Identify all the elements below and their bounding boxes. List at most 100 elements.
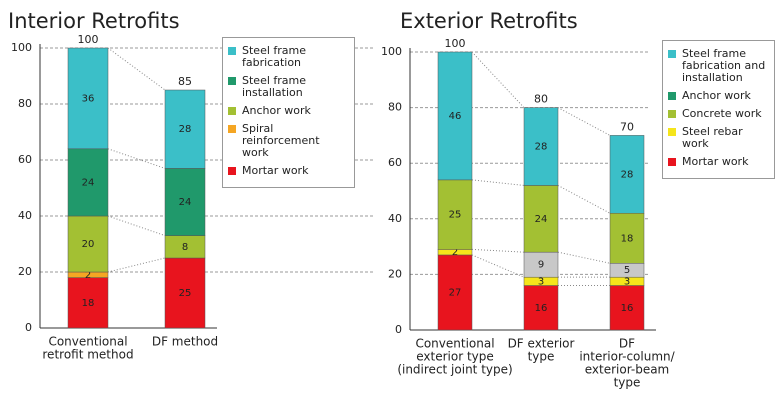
bar-segment <box>437 51 473 181</box>
y-tick-label: 80 <box>18 97 32 110</box>
total-label: 70 <box>620 120 634 133</box>
total-label: 85 <box>178 75 192 88</box>
y-tick-label: 40 <box>388 212 402 225</box>
legend-entry: Concrete work <box>668 108 769 120</box>
bar-segment <box>609 285 645 331</box>
total-label: 80 <box>534 93 548 106</box>
connector <box>557 184 611 214</box>
legend-swatch <box>668 50 676 58</box>
legend-entry: Anchor work <box>668 90 769 102</box>
value-label: 8 <box>182 242 188 253</box>
legend-swatch <box>668 92 676 100</box>
legend-swatch <box>668 110 676 118</box>
bar-segment <box>437 254 473 331</box>
value-label: 5 <box>624 265 630 276</box>
y-tick-label: 100 <box>11 41 32 54</box>
x-tick-label: Conventional <box>48 335 127 349</box>
value-label: 25 <box>179 288 192 299</box>
value-label: 3 <box>624 276 630 287</box>
legend-entry: Mortar work <box>668 156 769 168</box>
x-tick-label: Conventional <box>415 337 494 351</box>
legend-swatch <box>228 47 236 55</box>
bar-segment <box>67 215 109 273</box>
y-tick-label: 20 <box>18 265 32 278</box>
value-label: 25 <box>449 210 462 221</box>
legend-entry: Mortar work <box>228 165 349 177</box>
bar-segment <box>609 135 645 214</box>
x-tick-label: DF exterior <box>508 337 575 351</box>
y-tick-label: 60 <box>388 156 402 169</box>
total-label: 100 <box>445 37 466 50</box>
connector <box>107 257 166 273</box>
legend-label: Anchor work <box>242 104 311 117</box>
legend-swatch <box>228 77 236 85</box>
x-tick-label: (indirect joint type) <box>397 363 512 377</box>
value-label: 27 <box>449 287 462 298</box>
value-label: 3 <box>538 276 544 287</box>
legend-swatch <box>668 158 676 166</box>
connector <box>471 179 525 186</box>
x-tick-label: interior-column/ <box>579 350 675 364</box>
bar-segment <box>437 179 473 250</box>
bar-segment <box>523 285 559 331</box>
legend-label: Mortar work <box>242 164 309 177</box>
value-label: 16 <box>621 303 634 314</box>
x-tick-label: exterior type <box>416 350 494 364</box>
legend-entry: Anchor work <box>228 105 349 117</box>
x-tick-label: exterior-beam <box>585 363 670 377</box>
legend-swatch <box>668 128 676 136</box>
y-tick-label: 0 <box>25 321 32 334</box>
legend-label: Steel rebar work <box>682 125 743 150</box>
value-label: 46 <box>449 111 462 122</box>
bar-segment <box>164 257 206 329</box>
bar-segment <box>67 148 109 217</box>
legend: Steel frame fabrication Steel frame insta… <box>222 37 355 188</box>
value-label: 28 <box>535 142 548 153</box>
value-label: 18 <box>621 233 634 244</box>
value-label: 2 <box>452 247 458 258</box>
value-label: 24 <box>535 214 548 225</box>
legend-entry: Steel frame fabrication and installation <box>668 48 769 84</box>
x-tick-label: type <box>528 350 555 364</box>
legend-label: Steel frame fabrication <box>242 44 307 69</box>
connector <box>471 254 525 278</box>
x-tick-label: DF <box>619 337 635 351</box>
legend-swatch <box>228 125 236 133</box>
connector <box>557 107 611 136</box>
y-tick-label: 60 <box>18 153 32 166</box>
bar-segment <box>609 212 645 264</box>
x-tick-label: retrofit method <box>42 348 133 362</box>
bar-segment <box>164 168 206 236</box>
connector <box>107 148 166 169</box>
value-label: 24 <box>179 197 192 208</box>
connector <box>107 215 166 237</box>
legend-entry: Steel frame installation <box>228 75 349 99</box>
value-label: 20 <box>82 239 95 250</box>
y-tick-label: 100 <box>381 45 402 58</box>
value-label: 28 <box>621 169 634 180</box>
legend-swatch <box>228 167 236 175</box>
bar-segment <box>67 47 109 150</box>
legend-label: Anchor work <box>682 89 751 102</box>
connector <box>471 248 525 253</box>
value-label: 16 <box>535 303 548 314</box>
chart-title: Interior Retrofits <box>8 9 180 33</box>
y-tick-label: 0 <box>395 323 402 336</box>
legend-label: Steel frame installation <box>242 74 307 99</box>
x-tick-label: DF method <box>152 335 218 349</box>
y-tick-label: 80 <box>388 101 402 114</box>
y-tick-label: 40 <box>18 209 32 222</box>
bar-segment <box>67 277 109 329</box>
bar-segment <box>523 107 559 186</box>
legend-label: Mortar work <box>682 155 749 168</box>
y-tick-label: 20 <box>388 267 402 280</box>
value-label: 2 <box>85 270 91 281</box>
legend: Steel frame fabrication and installation… <box>662 40 775 179</box>
connector <box>471 51 525 108</box>
legend-label: Concrete work <box>682 107 762 120</box>
connector <box>557 251 611 264</box>
value-label: 18 <box>82 298 95 309</box>
bar-segment <box>523 185 559 253</box>
value-label: 24 <box>82 177 95 188</box>
